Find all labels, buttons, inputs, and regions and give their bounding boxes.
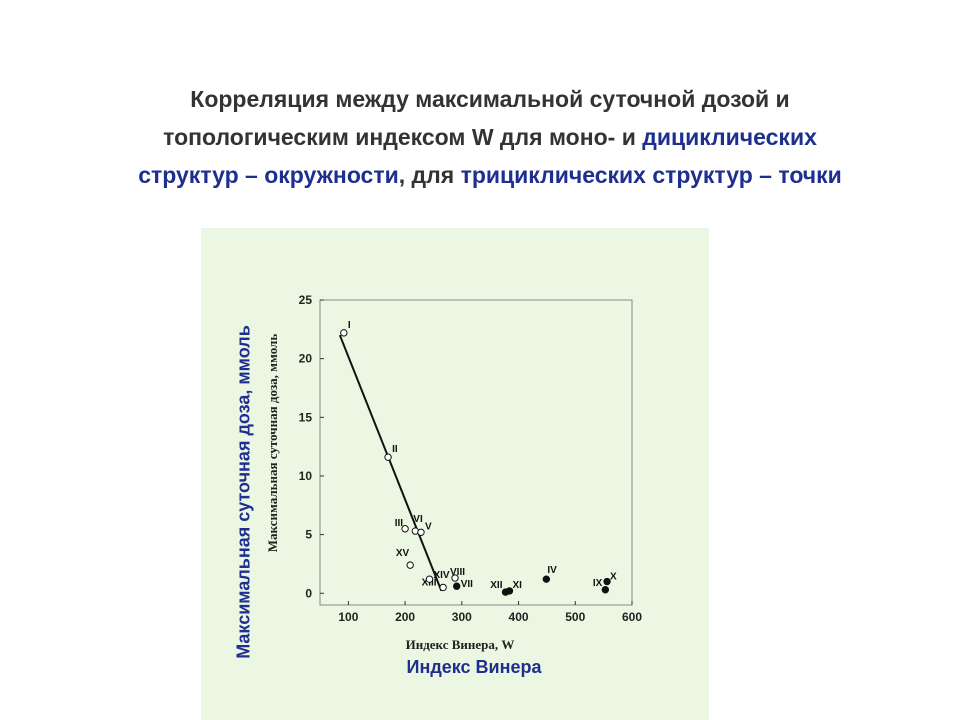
point-label: VI <box>413 514 423 525</box>
x-ticks: 100 200 300 400 500 600 <box>338 601 642 624</box>
y-tick-label: 10 <box>299 469 313 483</box>
x-tick-label: 600 <box>622 610 642 624</box>
title-line-1: Корреляция между максимальной суточной д… <box>190 86 790 112</box>
point-label: V <box>425 521 432 532</box>
point-label: II <box>392 444 398 455</box>
data-point <box>451 574 459 582</box>
x-tick-label: 300 <box>452 610 472 624</box>
y-tick-label: 5 <box>305 528 312 542</box>
point-label: VIII <box>450 567 465 578</box>
point-label: XV <box>396 548 410 559</box>
data-point <box>401 525 409 533</box>
data-point <box>417 528 425 536</box>
plot-frame <box>319 299 633 606</box>
x-axis-label: Индекс Винера, W <box>406 637 515 652</box>
x-tick-label: 200 <box>395 610 415 624</box>
data-point <box>505 587 514 595</box>
title-line-3: структур – окружности, для трициклически… <box>138 162 842 188</box>
point-label: XIV <box>433 570 449 581</box>
data-point <box>603 577 611 586</box>
y-tick-label: 15 <box>299 410 313 424</box>
point-label: XIII <box>422 577 437 588</box>
y-axis-label: Максимальная суточная доза, ммоль <box>265 334 280 553</box>
y-tick-label: 25 <box>299 293 313 307</box>
data-point <box>425 575 434 583</box>
chart-panel <box>201 228 709 720</box>
x-axis-label-overlay: Индекс Винера <box>406 657 542 677</box>
title-line-2: топологическим индексом W для моно- и ди… <box>163 124 817 150</box>
y-tick-label: 0 <box>305 586 312 600</box>
y-tick-label: 20 <box>299 352 313 366</box>
x-tick-label: 100 <box>338 610 358 624</box>
point-label: IV <box>547 565 557 576</box>
point-label: XI <box>512 580 522 591</box>
slide-title: Корреляция между максимальной суточной д… <box>40 80 940 194</box>
data-point <box>453 582 461 590</box>
data-point <box>601 586 610 594</box>
point-label: IX <box>593 578 603 589</box>
x-tick-label: 400 <box>509 610 529 624</box>
point-label: X <box>610 572 617 583</box>
data-point <box>542 575 551 583</box>
data-point <box>340 329 348 337</box>
data-point <box>439 583 447 592</box>
regression-line <box>338 334 443 592</box>
data-point <box>384 453 392 461</box>
x-tick-label: 500 <box>565 610 585 624</box>
point-label: XII <box>490 580 502 591</box>
point-label: I <box>348 320 351 331</box>
point-label: III <box>395 518 404 529</box>
data-point <box>406 561 414 569</box>
point-label: VII <box>461 579 473 590</box>
y-ticks: 0 5 10 15 20 25 <box>299 293 324 600</box>
